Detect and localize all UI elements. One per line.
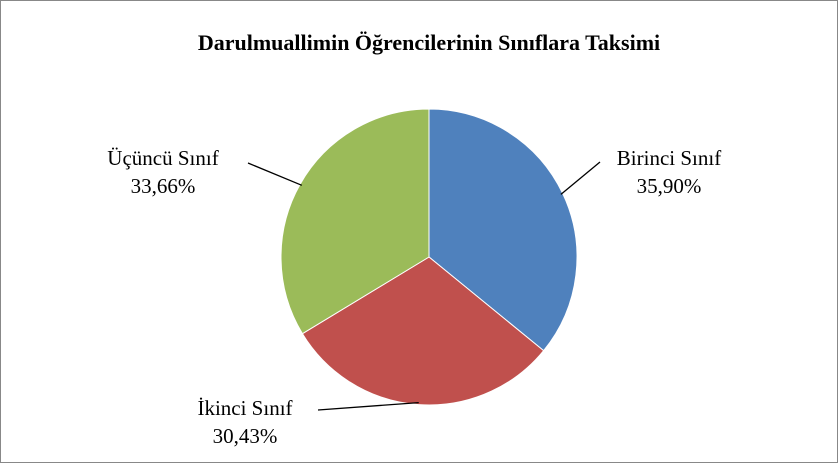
slice-value-label: 30,43% xyxy=(213,424,278,448)
slice-value-label: 35,90% xyxy=(637,174,702,198)
slice-label: İkinci Sınıf xyxy=(197,396,292,420)
chart-title: Darulmuallimin Öğrencilerinin Sınıflara … xyxy=(198,30,660,55)
pie-slice xyxy=(301,256,545,406)
leader-line xyxy=(247,162,303,186)
slice-value-label: 33,66% xyxy=(131,174,196,198)
slice-label: Birinci Sınıf xyxy=(617,146,721,170)
leader-line xyxy=(317,401,419,411)
slice-label: Üçüncü Sınıf xyxy=(107,146,218,170)
leader-line xyxy=(560,161,601,195)
